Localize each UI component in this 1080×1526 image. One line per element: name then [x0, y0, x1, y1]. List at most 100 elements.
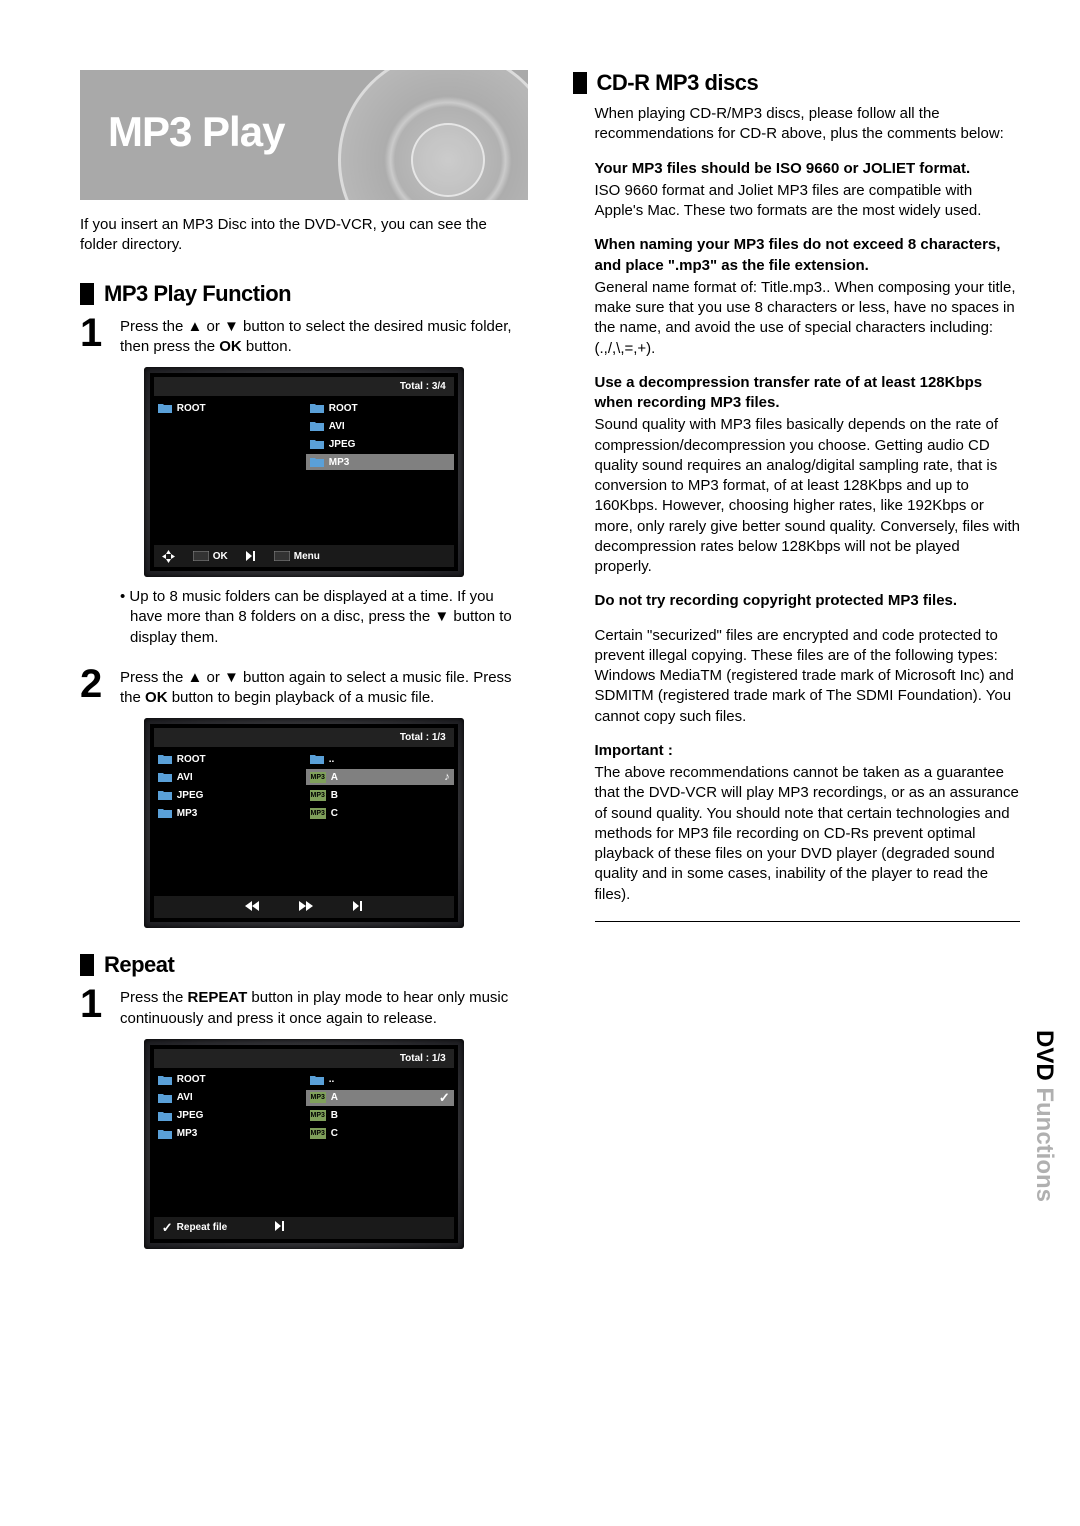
folder-label: JPEG — [177, 1110, 204, 1121]
folder-label: JPEG — [177, 790, 204, 801]
disc-graphic — [338, 70, 528, 200]
heading-bar-icon — [80, 283, 94, 305]
file-label: B — [331, 790, 338, 801]
file-label: A — [331, 1092, 338, 1103]
folder-icon — [158, 1129, 172, 1139]
step-text: Press the ▲ or ▼ button again to select … — [120, 666, 528, 709]
mp3-icon: MP3 — [310, 1092, 326, 1103]
step-number: 1 — [80, 986, 110, 1029]
cdr-h5: Important : — [573, 741, 1021, 761]
footer-ok: OK — [213, 551, 228, 562]
ok-icon — [193, 551, 209, 561]
folder-icon — [310, 403, 324, 413]
cdr-p5: The above recommendations cannot be take… — [573, 763, 1021, 905]
cdr-h1: Your MP3 files should be ISO 9660 or JOL… — [573, 159, 1021, 179]
mp3-icon: MP3 — [310, 790, 326, 801]
step-number: 1 — [80, 315, 110, 358]
cdr-intro: When playing CD-R/MP3 discs, please foll… — [573, 104, 1021, 145]
play-next-icon — [275, 1221, 285, 1234]
folder-icon — [158, 772, 172, 782]
folder-icon — [310, 1075, 324, 1085]
ui-screenshot-1: Total : 3/4 ROOT ROOT AVI JPEG MP3 OK — [144, 367, 464, 577]
ui-screenshot-2: Total : 1/3 ROOT AVI JPEG MP3 .. MP3A♪ M… — [144, 718, 464, 928]
mp3-icon: MP3 — [310, 772, 326, 783]
section-title: Repeat — [104, 952, 174, 978]
folder-icon — [310, 421, 324, 431]
hero-banner: MP3 Play — [80, 70, 528, 200]
cdr-p4: Certain "securized" files are encrypted … — [573, 626, 1021, 727]
folder-icon — [310, 439, 324, 449]
side-tab-a: DVD — [1031, 1030, 1058, 1087]
play-next-icon — [246, 551, 256, 561]
step-text: Press the ▲ or ▼ button to select the de… — [120, 315, 528, 358]
folder-icon — [158, 790, 172, 800]
folder-label: ROOT — [329, 403, 358, 414]
screen-footer: ✓ Repeat file — [154, 1217, 454, 1239]
play-next-icon — [353, 901, 363, 914]
folder-label: ROOT — [177, 403, 206, 414]
screen-total: Total : 3/4 — [154, 377, 454, 396]
step-1: 1 Press the ▲ or ▼ button to select the … — [80, 315, 528, 358]
hero-title: MP3 Play — [108, 108, 284, 156]
folder-label: AVI — [329, 421, 345, 432]
music-note-icon: ♪ — [444, 771, 450, 783]
cdr-h4: Do not try recording copyright protected… — [573, 591, 1021, 611]
file-label: C — [331, 1128, 338, 1139]
section-title: MP3 Play Function — [104, 281, 291, 307]
cdr-p2: General name format of: Title.mp3.. When… — [573, 278, 1021, 359]
folder-label: MP3 — [177, 1128, 198, 1139]
section-mp3play-heading: MP3 Play Function — [80, 281, 528, 307]
folder-icon — [158, 403, 172, 413]
footer-repeat-label: Repeat file — [177, 1222, 228, 1233]
side-tab: DVD Functions — [1030, 1030, 1058, 1202]
section-title: CD-R MP3 discs — [597, 70, 759, 96]
check-icon: ✓ — [162, 1220, 173, 1236]
repeat-step-1: 1 Press the REPEAT button in play mode t… — [80, 986, 528, 1029]
screen-footer — [154, 896, 454, 918]
file-label: B — [331, 1110, 338, 1121]
section-cdr-heading: CD-R MP3 discs — [573, 70, 1021, 96]
step-number: 2 — [80, 666, 110, 709]
folder-label: MP3 — [329, 457, 350, 468]
mp3-icon: MP3 — [310, 1110, 326, 1121]
parent-label: .. — [329, 1074, 335, 1085]
divider — [595, 921, 1021, 922]
step-2: 2 Press the ▲ or ▼ button again to selec… — [80, 666, 528, 709]
folder-label: AVI — [177, 1092, 193, 1103]
section-repeat-heading: Repeat — [80, 952, 528, 978]
cdr-h2: When naming your MP3 files do not exceed… — [573, 235, 1021, 276]
step-text: Press the REPEAT button in play mode to … — [120, 986, 528, 1029]
forward-icon — [299, 901, 313, 914]
folder-icon — [158, 808, 172, 818]
footer-menu: Menu — [294, 551, 320, 562]
folder-label: JPEG — [329, 439, 356, 450]
heading-bar-icon — [573, 72, 587, 94]
side-tab-b: Functions — [1031, 1087, 1058, 1202]
file-label: C — [331, 808, 338, 819]
menu-icon — [274, 551, 290, 561]
cdr-h3: Use a decompression transfer rate of at … — [573, 373, 1021, 414]
heading-bar-icon — [80, 954, 94, 976]
ui-screenshot-3: Total : 1/3 ROOT AVI JPEG MP3 .. MP3 A ✓ M… — [144, 1039, 464, 1249]
folder-label: ROOT — [177, 1074, 206, 1085]
folder-icon — [158, 754, 172, 764]
mp3-icon: MP3 — [310, 1128, 326, 1139]
check-icon: ✓ — [439, 1090, 450, 1106]
folder-icon — [310, 457, 324, 467]
nav-icon — [162, 550, 175, 563]
cdr-p3: Sound quality with MP3 files basically d… — [573, 415, 1021, 577]
screen-total: Total : 1/3 — [154, 728, 454, 747]
folder-icon — [158, 1075, 172, 1085]
cdr-p1: ISO 9660 format and Joliet MP3 files are… — [573, 181, 1021, 222]
intro-text: If you insert an MP3 Disc into the DVD-V… — [80, 215, 528, 256]
screen-total: Total : 1/3 — [154, 1049, 454, 1068]
folder-label: ROOT — [177, 754, 206, 765]
rewind-icon — [245, 901, 259, 914]
step-note: • Up to 8 music folders can be displayed… — [120, 587, 528, 648]
folder-icon — [158, 1093, 172, 1103]
folder-label: AVI — [177, 772, 193, 783]
right-column: CD-R MP3 discs When playing CD-R/MP3 dis… — [573, 70, 1021, 1255]
mp3-icon: MP3 — [310, 808, 326, 819]
file-label: A — [331, 772, 338, 783]
screen-footer: OK Menu — [154, 545, 454, 567]
